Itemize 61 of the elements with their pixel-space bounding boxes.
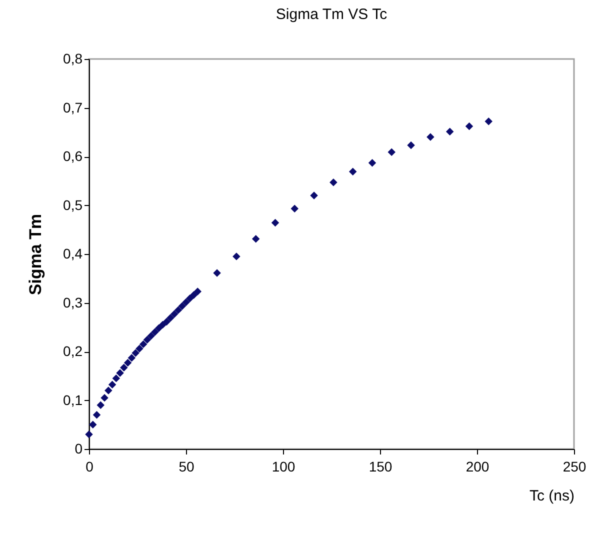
x-tick-label: 0 bbox=[86, 458, 94, 474]
point bbox=[136, 344, 144, 352]
y-tick-label: 0,6 bbox=[63, 148, 83, 164]
y-tick-label: 0,2 bbox=[63, 343, 83, 359]
y-tick-label: 0,4 bbox=[63, 246, 83, 262]
point bbox=[252, 235, 260, 243]
point bbox=[194, 288, 202, 296]
point bbox=[368, 158, 376, 167]
point bbox=[348, 168, 357, 176]
point bbox=[232, 252, 240, 260]
point bbox=[213, 269, 221, 277]
point bbox=[330, 178, 338, 186]
point bbox=[290, 204, 299, 213]
point bbox=[120, 364, 128, 372]
point bbox=[170, 310, 178, 318]
point bbox=[143, 336, 152, 344]
y-tick-label: 0,8 bbox=[63, 50, 83, 66]
point bbox=[388, 148, 396, 156]
point bbox=[162, 318, 170, 326]
point bbox=[154, 324, 163, 332]
y-tick-label: 0 bbox=[74, 440, 83, 456]
point bbox=[139, 340, 148, 348]
x-tick-label: 100 bbox=[272, 458, 296, 474]
y-axis-title: Sigma Tm bbox=[26, 214, 46, 296]
point bbox=[100, 394, 108, 402]
x-tick-label: 250 bbox=[562, 458, 586, 474]
point bbox=[465, 122, 474, 130]
point bbox=[446, 128, 454, 136]
point bbox=[104, 386, 112, 394]
x-tick-label: 50 bbox=[178, 458, 194, 474]
x-tick-label: 150 bbox=[368, 458, 392, 474]
point bbox=[92, 411, 101, 419]
point bbox=[108, 380, 116, 389]
point bbox=[271, 218, 280, 227]
point bbox=[132, 349, 140, 357]
point bbox=[85, 430, 93, 438]
point bbox=[112, 374, 120, 382]
y-tick-label: 0,7 bbox=[63, 99, 83, 116]
point bbox=[147, 332, 155, 340]
point bbox=[96, 401, 105, 409]
point bbox=[310, 192, 318, 200]
point bbox=[166, 314, 174, 322]
point bbox=[178, 302, 186, 310]
x-axis-title: Tc (ns) bbox=[530, 488, 575, 504]
point bbox=[174, 306, 182, 314]
point bbox=[124, 358, 132, 367]
point bbox=[89, 420, 97, 428]
x-tick-label: 200 bbox=[466, 458, 490, 474]
point bbox=[182, 298, 190, 306]
y-tick-label: 0,1 bbox=[63, 392, 83, 408]
chart-title: Sigma Tm VS Tc bbox=[276, 6, 388, 23]
point bbox=[190, 291, 198, 299]
y-tick-label: 0,5 bbox=[63, 196, 83, 213]
point bbox=[484, 118, 493, 126]
y-tick-label: 0,3 bbox=[63, 294, 83, 310]
point bbox=[151, 328, 159, 336]
point bbox=[116, 369, 124, 377]
point bbox=[407, 141, 415, 150]
point bbox=[128, 354, 136, 362]
point bbox=[186, 294, 194, 302]
point bbox=[426, 133, 434, 141]
